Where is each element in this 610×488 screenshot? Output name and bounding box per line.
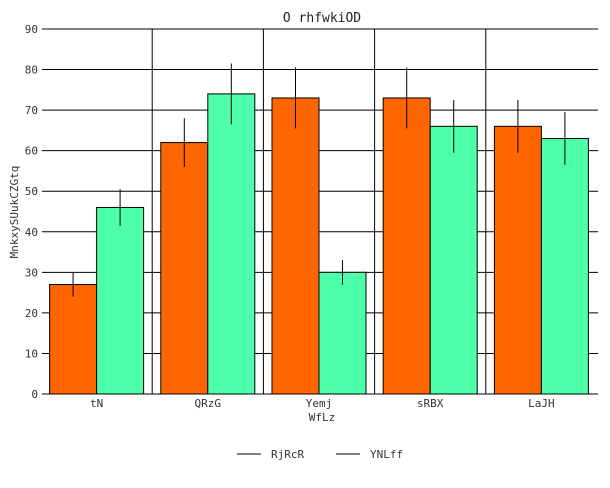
- y-tick-label: 90: [25, 23, 38, 36]
- x-tick-label: tN: [90, 397, 103, 410]
- y-tick-label: 0: [31, 388, 38, 401]
- y-tick-label: 30: [25, 266, 38, 279]
- y-axis-label: MnkxySUukCZGtq: [8, 166, 21, 259]
- bar-rjrcr-yemj: [271, 97, 320, 395]
- legend-label: YNLff: [370, 448, 403, 461]
- y-tick-label: 20: [25, 307, 38, 320]
- plot-area: 0 10 20 30 40 50 60 70 80 90 tN QRzG Yemj sRBX LaJH: [25, 23, 598, 410]
- x-tick-label: Yemj: [306, 397, 333, 410]
- bar-rjrcr-tn: [49, 284, 98, 395]
- legend: RjRcR YNLff: [237, 448, 403, 461]
- legend-label: RjRcR: [271, 448, 304, 461]
- y-tick-label: 40: [25, 226, 38, 239]
- y-tick-label: 50: [25, 185, 38, 198]
- bar-ynlff-srbx: [429, 125, 478, 395]
- y-tick-label: 70: [25, 104, 38, 117]
- y-tick-label: 10: [25, 347, 38, 360]
- y-tick-label: 80: [25, 64, 38, 77]
- bar-ynlff-tn: [96, 206, 145, 395]
- bar-rjrcr-srbx: [382, 97, 431, 395]
- chart-title: O rhfwkiOD: [283, 11, 361, 26]
- y-tick-label: 60: [25, 145, 38, 158]
- bar-rjrcr-lajh: [493, 125, 542, 395]
- bar-ynlff-yemj: [318, 271, 367, 395]
- x-tick-label: QRzG: [195, 397, 222, 410]
- bar-rjrcr-qrzg: [160, 142, 209, 395]
- x-axis-label: WfLz: [309, 411, 336, 424]
- x-tick-label: LaJH: [528, 397, 555, 410]
- bar-ynlff-qrzg: [207, 93, 256, 395]
- x-tick-label: sRBX: [417, 397, 444, 410]
- bar-ynlff-lajh: [540, 138, 589, 395]
